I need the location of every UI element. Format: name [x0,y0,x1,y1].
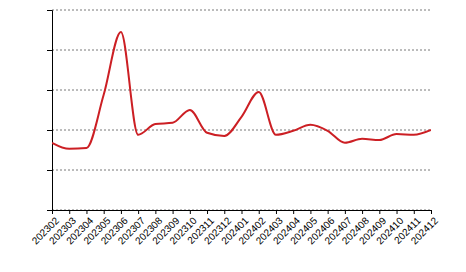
y-tick-mark [47,170,52,171]
x-tick-mark [52,210,53,214]
y-tick-mark [47,210,52,211]
x-tick-mark [345,210,346,214]
chart-container: 2023022023032023042023052023062023072023… [0,0,466,272]
x-tick-mark [121,210,122,214]
x-axis: 2023022023032023042023052023062023072023… [30,210,441,246]
x-tick-mark [138,210,139,214]
y-tick-mark [47,130,52,131]
y-tick [47,170,52,171]
y-tick [47,130,52,131]
x-tick-mark [259,210,260,214]
chart-svg: 2023022023032023042023052023062023072023… [0,0,466,272]
x-tick: 202412 [409,210,441,246]
y-tick-mark [47,10,52,11]
x-tick-label: 202412 [409,215,441,247]
x-tick-mark [431,210,432,214]
y-tick-mark [47,50,52,51]
x-tick-mark [207,210,208,214]
x-tick-mark [328,210,329,214]
y-tick [47,210,52,211]
x-tick-mark [414,210,415,214]
x-tick-mark [69,210,70,214]
grid [52,10,431,210]
y-axis [47,11,53,211]
x-tick-mark [190,210,191,214]
x-tick-mark [293,210,294,214]
grid-line [52,90,431,91]
plot: 2023022023032023042023052023062023072023… [30,10,441,246]
y-tick [47,50,52,51]
y-tick [47,90,52,91]
y-tick-mark [47,90,52,91]
x-tick-mark [362,210,363,214]
x-tick-mark [224,210,225,214]
x-axis-line [53,211,432,215]
y-axis-line [47,11,53,211]
grid-line [52,170,431,171]
x-tick-mark [276,210,277,214]
grid-line [52,130,431,131]
x-tick-mark [242,210,243,214]
x-tick-mark [397,210,398,214]
x-tick-mark [379,210,380,214]
grid-line [52,10,431,11]
x-tick-mark [173,210,174,214]
series-line [52,32,431,149]
grid-line [52,50,431,51]
x-tick-mark [104,210,105,214]
y-tick [47,10,52,11]
x-tick-mark [155,210,156,214]
series-group [52,32,431,149]
x-tick-mark [310,210,311,214]
x-tick-mark [86,210,87,214]
